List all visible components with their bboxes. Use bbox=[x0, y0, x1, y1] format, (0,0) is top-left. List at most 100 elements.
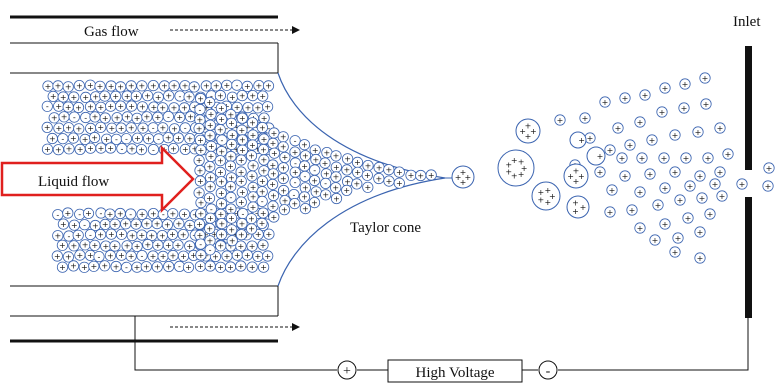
ion-droplet bbox=[669, 129, 681, 141]
ion-charge-sign: + bbox=[85, 209, 92, 218]
ion-charge-sign: + bbox=[182, 82, 189, 91]
ion-charge-sign: + bbox=[65, 253, 72, 262]
ion-charge-sign: - bbox=[210, 205, 213, 214]
ion-droplet bbox=[193, 218, 206, 230]
ion-charge-sign: + bbox=[707, 210, 714, 219]
ion-charge-sign: + bbox=[159, 124, 166, 133]
ion-charge-sign: + bbox=[615, 124, 622, 133]
droplet-charge-sign: + bbox=[465, 173, 472, 182]
ion-droplet bbox=[203, 192, 216, 204]
ion-charge-sign: + bbox=[271, 129, 278, 138]
ion-charge-sign: + bbox=[260, 263, 267, 272]
ion-charge-sign: + bbox=[112, 220, 119, 229]
ion-charge-sign: - bbox=[56, 211, 59, 220]
ion-droplet bbox=[194, 175, 206, 187]
ion-charge-sign: + bbox=[699, 194, 706, 203]
ion-droplet bbox=[235, 229, 247, 241]
ion-charge-sign: + bbox=[112, 242, 119, 251]
ion-droplet bbox=[656, 106, 668, 118]
ion-charge-sign: + bbox=[191, 103, 198, 112]
ion-charge-sign: + bbox=[228, 214, 235, 223]
ion-charge-sign: + bbox=[238, 198, 245, 207]
ion-charge-sign: + bbox=[186, 134, 193, 143]
ion-charge-sign: + bbox=[90, 262, 97, 271]
ion-charge-sign: + bbox=[108, 82, 115, 91]
ion-droplet bbox=[204, 244, 216, 256]
ion-droplet bbox=[225, 191, 237, 203]
ion-droplet bbox=[704, 208, 716, 220]
ion-charge-sign: + bbox=[719, 192, 726, 201]
ion-charge-sign: + bbox=[134, 242, 141, 251]
plus-terminal: + bbox=[337, 360, 357, 380]
ion-charge-sign: + bbox=[150, 81, 157, 90]
ion-charge-sign: + bbox=[248, 152, 255, 161]
ion-charge-sign: + bbox=[154, 113, 161, 122]
ion-charge-sign: + bbox=[639, 154, 646, 163]
ion-droplet bbox=[257, 90, 269, 102]
ion-charge-sign: - bbox=[267, 124, 270, 133]
ion-droplet bbox=[52, 230, 64, 242]
ion-droplet bbox=[205, 108, 217, 121]
ion-charge-sign: + bbox=[217, 210, 224, 219]
ion-charge-sign: + bbox=[311, 176, 318, 185]
ion-droplet bbox=[57, 218, 70, 230]
ion-charge-sign: + bbox=[238, 156, 245, 165]
gas-flow-label: Gas flow bbox=[84, 24, 139, 40]
ion-charge-sign: + bbox=[333, 152, 340, 161]
droplet-charge-sign: + bbox=[578, 172, 585, 181]
ion-charge-sign: + bbox=[50, 92, 57, 101]
ion-droplet bbox=[289, 135, 301, 147]
ion-charge-sign: + bbox=[248, 225, 255, 234]
ion-charge-sign: + bbox=[139, 231, 146, 240]
ion-charge-sign: + bbox=[234, 123, 241, 132]
ion-charge-sign: + bbox=[217, 157, 224, 166]
droplet-charge-sign: + bbox=[518, 170, 525, 179]
ion-droplet bbox=[289, 146, 301, 158]
ion-charge-sign: + bbox=[61, 113, 68, 122]
ion-charge-sign: + bbox=[109, 124, 116, 133]
ion-droplet bbox=[619, 92, 631, 104]
ion-droplet bbox=[308, 197, 321, 209]
ion-charge-sign: + bbox=[170, 144, 177, 153]
ion-charge-sign: - bbox=[179, 92, 182, 101]
ion-charge-sign: + bbox=[75, 125, 82, 134]
ion-droplet bbox=[262, 80, 275, 92]
ion-charge-sign: - bbox=[152, 145, 155, 154]
ion-droplet bbox=[105, 142, 117, 154]
ion-charge-sign: + bbox=[207, 174, 214, 183]
ion-charge-sign: + bbox=[197, 231, 204, 240]
ion-charge-sign: + bbox=[206, 98, 213, 107]
ion-droplet bbox=[216, 218, 228, 230]
ion-droplet bbox=[289, 198, 301, 210]
ion-charge-sign: + bbox=[197, 209, 204, 218]
ion-charge-sign: + bbox=[108, 230, 115, 239]
ion-charge-sign: + bbox=[101, 92, 108, 101]
ion-charge-sign: + bbox=[217, 91, 224, 100]
ion-charge-sign: - bbox=[129, 210, 132, 219]
ion-charge-sign: + bbox=[344, 166, 351, 175]
ion-droplet bbox=[634, 116, 646, 128]
droplet-charge-sign: + bbox=[549, 192, 556, 201]
taylor-cone-ions: +-++++++++++++-+++++++++++-+++-+++-+++++… bbox=[193, 92, 437, 261]
ion-droplet bbox=[62, 207, 74, 219]
ion-droplet bbox=[68, 240, 80, 252]
ion-charge-sign: + bbox=[213, 82, 220, 91]
ion-droplet bbox=[612, 122, 624, 134]
ion-charge-sign: + bbox=[203, 82, 210, 91]
ion-droplet bbox=[320, 189, 332, 201]
ion-charge-sign: + bbox=[102, 220, 109, 229]
ion-charge-sign: + bbox=[138, 145, 145, 154]
ion-droplet bbox=[696, 192, 708, 204]
ion-charge-sign: + bbox=[245, 103, 252, 112]
ion-droplet bbox=[110, 90, 122, 102]
ion-charge-sign: - bbox=[98, 252, 101, 261]
ion-charge-sign: - bbox=[125, 263, 128, 272]
ion-charge-sign: + bbox=[70, 134, 77, 143]
ion-charge-sign: + bbox=[87, 251, 94, 260]
ion-charge-sign: + bbox=[302, 204, 309, 213]
ion-droplet bbox=[63, 143, 75, 155]
ion-charge-sign: + bbox=[239, 126, 246, 135]
ion-charge-sign: + bbox=[291, 199, 298, 208]
ion-charge-sign: + bbox=[207, 121, 214, 130]
